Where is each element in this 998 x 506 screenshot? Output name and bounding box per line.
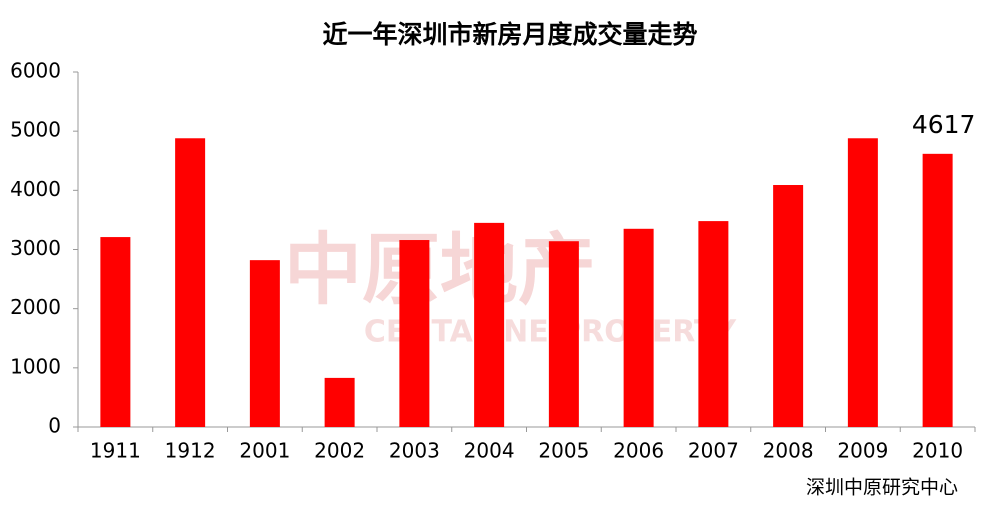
x-tick-label: 2009 bbox=[837, 439, 888, 463]
x-tick-label: 2004 bbox=[464, 439, 515, 463]
y-tick-label: 4000 bbox=[10, 177, 61, 201]
bar bbox=[548, 241, 579, 427]
x-tick-label: 2003 bbox=[389, 439, 440, 463]
x-tick-label: 2002 bbox=[314, 439, 365, 463]
x-tick-label: 2007 bbox=[688, 439, 739, 463]
value-label: 4617 bbox=[912, 110, 976, 139]
x-tick-label: 2010 bbox=[912, 439, 963, 463]
bar bbox=[623, 228, 654, 427]
source-note: 深圳中原研究中心 bbox=[806, 477, 958, 499]
y-tick-label: 5000 bbox=[10, 118, 61, 142]
watermark: 中原地产 bbox=[284, 225, 596, 315]
bar bbox=[773, 185, 804, 427]
bar bbox=[249, 260, 280, 427]
bar bbox=[474, 222, 505, 427]
y-tick-label: 0 bbox=[48, 414, 61, 438]
x-tick-label: 2008 bbox=[763, 439, 814, 463]
bar bbox=[698, 221, 729, 427]
bar bbox=[399, 240, 430, 427]
bar bbox=[175, 138, 206, 427]
x-tick-label: 2001 bbox=[239, 439, 290, 463]
chart-title: 近一年深圳市新房月度成交量走势 bbox=[322, 20, 697, 49]
x-tick-label: 1912 bbox=[165, 439, 216, 463]
bar bbox=[100, 237, 131, 427]
x-tick-label: 1911 bbox=[90, 439, 141, 463]
y-tick-label: 3000 bbox=[10, 236, 61, 260]
bar bbox=[324, 377, 355, 427]
x-tick-label: 2005 bbox=[538, 439, 589, 463]
bar bbox=[922, 153, 953, 427]
bar bbox=[847, 138, 878, 427]
y-tick-label: 1000 bbox=[10, 354, 61, 378]
y-tick-label: 6000 bbox=[10, 59, 61, 83]
x-tick-label: 2006 bbox=[613, 439, 664, 463]
y-tick-label: 2000 bbox=[10, 295, 61, 319]
